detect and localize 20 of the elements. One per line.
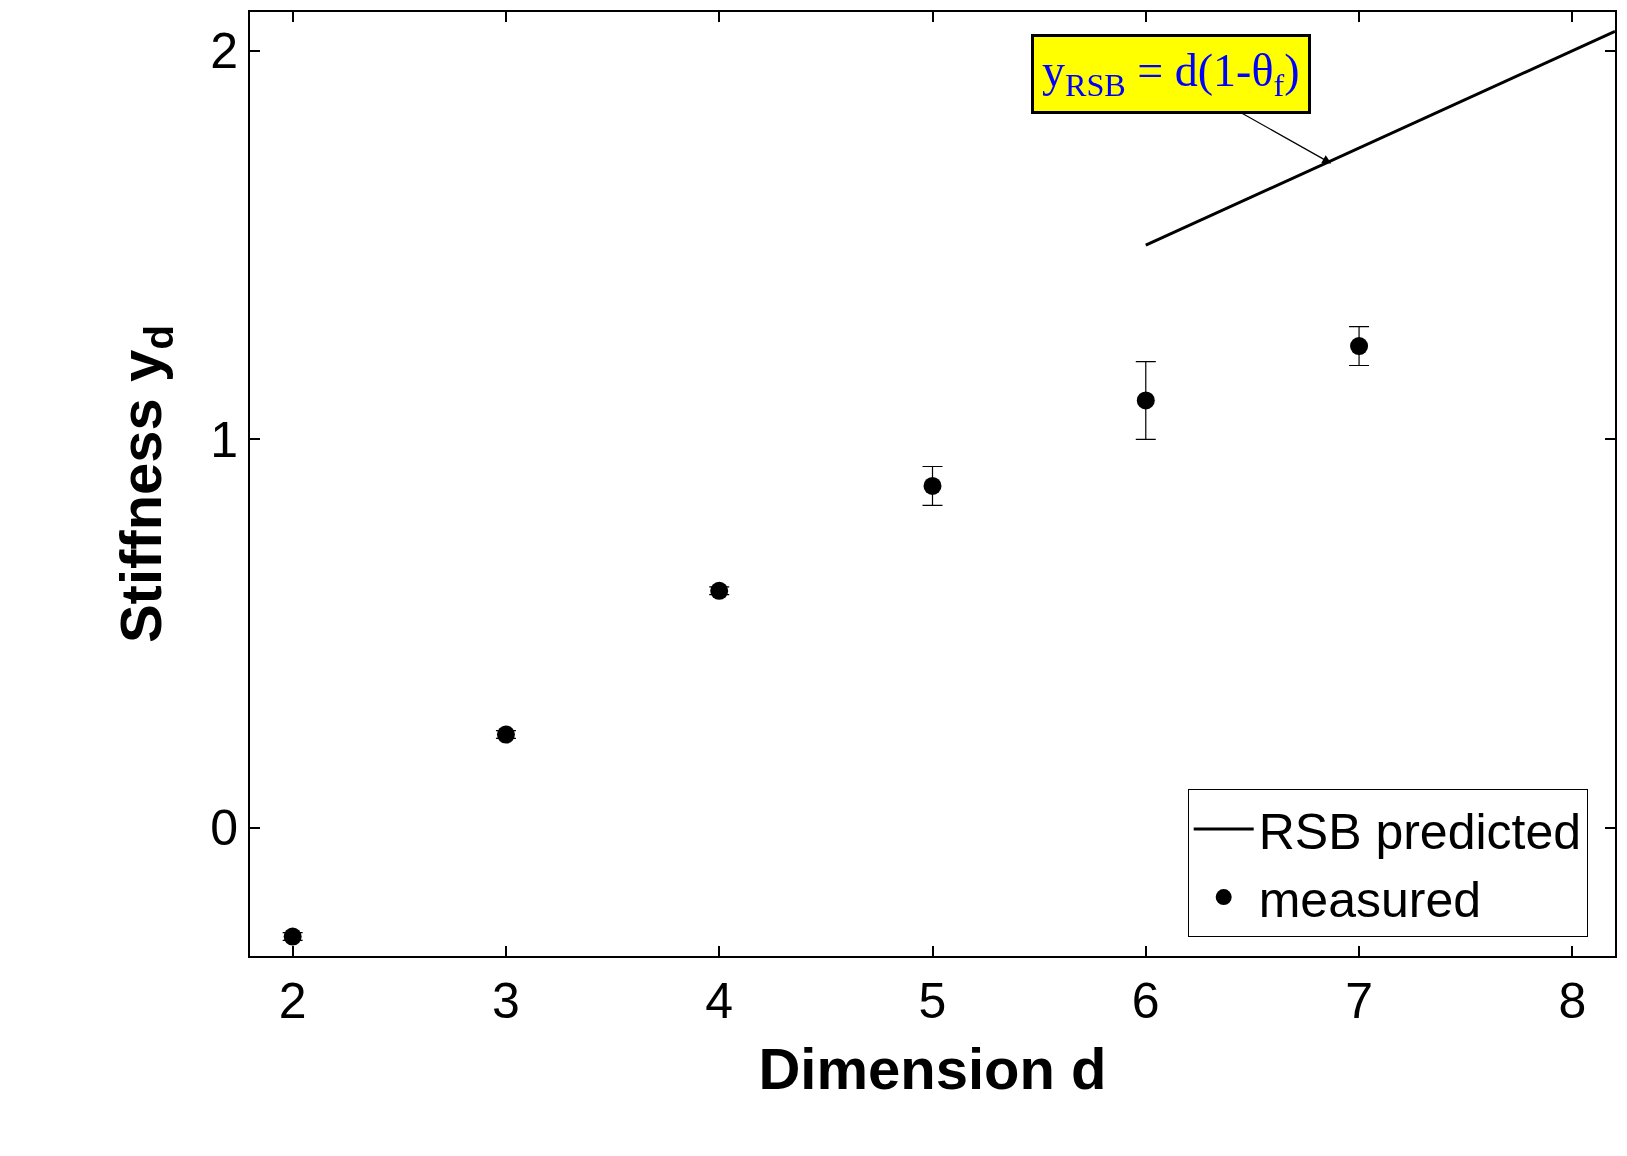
x-tick-label: 8 (1558, 973, 1587, 1029)
legend-label: measured (1258, 871, 1482, 928)
x-axis-title: Dimension d (758, 1035, 1107, 1101)
x-tick-label: 3 (492, 973, 520, 1029)
y-tick-label: 2 (210, 23, 238, 80)
point (1136, 391, 1155, 410)
x-tick-label: 7 (1345, 973, 1373, 1029)
x-tick-label: 6 (1131, 973, 1160, 1029)
point (710, 581, 729, 600)
point (1350, 337, 1369, 356)
legend-label: RSB predicted (1258, 803, 1582, 860)
y-tick-label: 0 (210, 800, 238, 857)
x-tick-label: 4 (705, 973, 734, 1029)
x-tick-label: 2 (278, 973, 307, 1029)
x-tick-label: 5 (918, 973, 947, 1029)
point (283, 927, 302, 946)
annotation: y$_{RSB}$ = d(1-θ$_{f}$) (1042, 45, 1300, 103)
y-tick-label: 1 (210, 411, 238, 468)
point (923, 476, 942, 495)
point (496, 725, 515, 744)
